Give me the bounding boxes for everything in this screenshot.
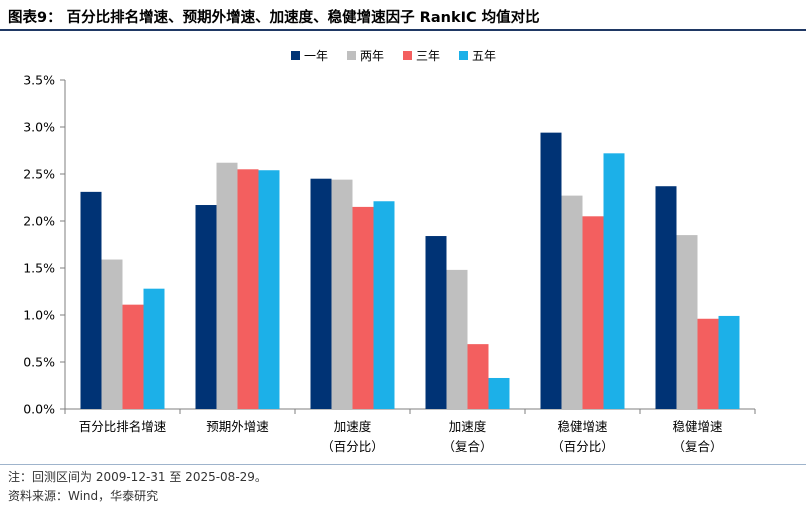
bar	[718, 315, 740, 409]
x-category-label: （复合）	[672, 439, 722, 454]
legend-swatch	[347, 51, 356, 60]
y-tick-label: 3.0%	[23, 120, 55, 135]
y-tick-label: 3.5%	[23, 73, 55, 88]
x-category-label: 百分比排名增速	[79, 419, 167, 434]
y-tick-label: 1.5%	[23, 261, 55, 276]
bar	[697, 318, 719, 409]
bar	[540, 132, 562, 409]
bar-series	[101, 162, 698, 409]
figure-title: 图表9： 百分比排名增速、预期外增速、加速度、稳健增速因子 RankIC 均值对…	[8, 10, 540, 26]
y-tick-label: 0.0%	[23, 402, 55, 417]
bar	[216, 162, 238, 409]
x-category-label: （百分比）	[321, 439, 384, 454]
bar-series	[80, 132, 677, 409]
bar-series	[143, 153, 740, 409]
x-category-label: 预期外增速	[206, 419, 269, 434]
bar-series	[122, 169, 719, 409]
y-tick-label: 2.5%	[23, 167, 55, 182]
legend-label: 一年	[304, 49, 328, 63]
x-category-label: （复合）	[442, 439, 492, 454]
x-category-label: 稳健增速	[557, 419, 608, 434]
chart-legend: 一年 两年 三年 五年	[291, 49, 496, 63]
y-tick-label: 2.0%	[23, 214, 55, 229]
bar	[488, 377, 510, 409]
bar	[195, 205, 217, 409]
bar	[467, 344, 489, 409]
x-axis: 百分比排名增速 预期外增速 加速度 （百分比） 加速度 （复合） 稳健增速 （百分比） 稳健增速…	[64, 408, 756, 454]
footnote: 注：回测区间为 2009-12-31 至 2025-08-29。	[8, 470, 267, 484]
bar	[237, 169, 259, 409]
legend-swatch	[403, 51, 412, 60]
bar	[310, 178, 332, 409]
bar	[425, 236, 447, 409]
y-tick-label: 1.0%	[23, 308, 55, 323]
bar	[582, 216, 604, 409]
bar	[676, 235, 698, 409]
bar-chart: 一年 两年 三年 五年 0.0% 0.5% 1.0% 1.5% 2.0% 2.5% 3.0% 3.5…	[23, 49, 756, 454]
legend-swatch	[459, 51, 468, 60]
bar	[80, 191, 102, 409]
footer-divider	[0, 464, 806, 465]
bar	[561, 195, 583, 409]
bar-series-group	[80, 132, 740, 409]
bar	[373, 201, 395, 409]
bar	[258, 170, 280, 409]
x-category-label: 加速度	[449, 419, 487, 434]
bar	[143, 288, 165, 409]
bar	[603, 153, 625, 409]
bar	[122, 304, 144, 409]
bar	[352, 206, 374, 409]
bar	[331, 179, 353, 409]
legend-swatch	[291, 51, 300, 60]
bar	[446, 269, 468, 409]
title-divider	[0, 29, 806, 31]
y-tick-label: 0.5%	[23, 355, 55, 370]
legend-label: 三年	[416, 49, 440, 63]
source-note: 资料来源：Wind，华泰研究	[8, 489, 159, 503]
bar	[101, 259, 123, 409]
bar	[655, 186, 677, 409]
legend-label: 五年	[472, 49, 496, 63]
x-category-label: 加速度	[334, 419, 372, 434]
legend-label: 两年	[360, 49, 384, 63]
y-axis: 0.0% 0.5% 1.0% 1.5% 2.0% 2.5% 3.0% 3.5%	[23, 73, 66, 417]
x-category-label: （百分比）	[551, 439, 614, 454]
x-category-label: 稳健增速	[672, 419, 723, 434]
